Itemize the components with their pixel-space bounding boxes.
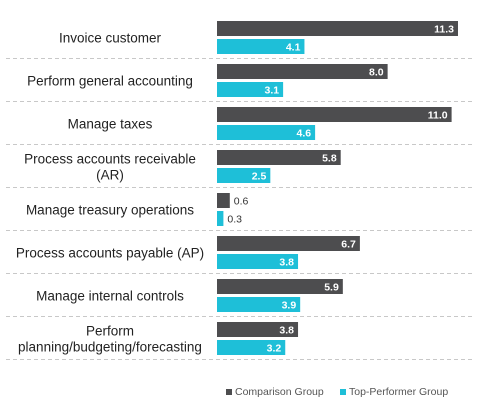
data-label: 11.3 [434,24,454,36]
bar-comparison-group [217,193,230,208]
category-label: Manage internal controls [36,289,184,304]
bar-top-performer-group [217,297,301,312]
data-label: 3.8 [279,325,294,337]
bar-top-performer-group [217,168,271,183]
row-separators [6,58,474,360]
bar-comparison-group [217,21,458,36]
bar-top-performer-group [217,340,286,355]
data-label: 5.8 [322,153,337,165]
category-labels: Invoice customer Perform general accounti… [16,31,204,355]
bar-top-performer-group [217,82,284,97]
legend-swatch [226,389,232,395]
bar-top-performer-group [217,211,224,226]
legend-label: Comparison Group [235,386,324,398]
data-label: 0.3 [227,214,242,226]
category-label-line: Perform general accounting [27,74,193,89]
category-label-line: Process accounts payable (AP) [16,246,204,261]
data-label: 0.6 [234,196,249,208]
bar-comparison-group [217,279,343,294]
data-label: 4.1 [286,42,301,54]
data-label: 8.0 [369,67,384,79]
category-label-line: Perform [86,324,134,339]
bar-top-performer-group [217,254,299,269]
category-label-line: Manage taxes [68,117,153,132]
category-label-line: planning/budgeting/forecasting [18,340,202,355]
category-label: Perform general accounting [27,74,193,89]
bar-top-performer-group [217,39,305,54]
data-label: 11.0 [428,110,448,122]
category-label: Perform planning/budgeting/forecasting [18,324,202,355]
category-label: Invoice customer [59,31,162,46]
data-label: 6.7 [341,239,356,251]
category-label: Manage taxes [68,117,153,132]
bar-comparison-group [217,107,452,122]
category-label: Manage treasury operations [26,203,194,218]
legend-label: Top-Performer Group [349,386,448,398]
category-label-line: (AR) [96,168,124,183]
bar-comparison-group [217,322,299,337]
category-label: Process accounts payable (AP) [16,246,204,261]
bar-comparison-group [217,236,360,251]
data-label: 3.9 [282,300,297,312]
category-label-line: Invoice customer [59,31,162,46]
data-label: 3.2 [267,343,282,355]
category-label-line: Process accounts receivable [24,152,196,167]
data-label: 5.9 [324,282,339,294]
bar-top-performer-group [217,125,316,140]
data-label: 3.8 [279,257,294,269]
bar-comparison-group [217,64,388,79]
category-label: Process accounts receivable (AR) [24,152,196,183]
legend: Comparison Group Top-Performer Group [226,386,448,398]
data-label: 2.5 [252,171,267,183]
category-label-line: Manage treasury operations [26,203,194,218]
data-label: 4.6 [296,128,311,140]
legend-swatch [340,389,346,395]
category-label-line: Manage internal controls [36,289,184,304]
data-label: 3.1 [265,85,280,97]
bar-comparison-group [217,150,341,165]
bars: 11.3 4.1 8.0 3.1 11.0 4.6 5.8 2.5 0.6 0.3 6.7 3.8 5.… [217,21,458,355]
